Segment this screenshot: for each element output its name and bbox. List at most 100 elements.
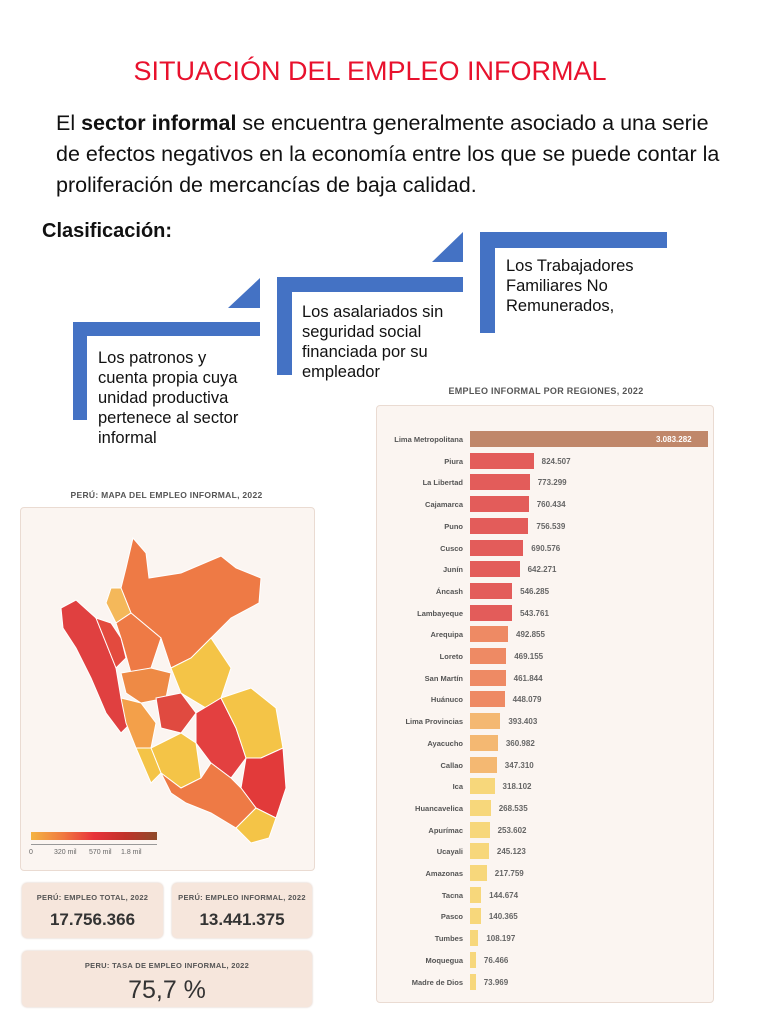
kpi-total-employment: PERÚ: EMPLEO TOTAL, 2022 17.756.366 — [22, 883, 163, 938]
intro-prefix: El — [56, 111, 82, 135]
step-2-arrow — [432, 232, 463, 262]
bar-value: 318.102 — [502, 782, 532, 792]
region-amazonas — [105, 587, 132, 624]
bar-value: 824.507 — [541, 456, 571, 466]
bar — [470, 713, 501, 730]
map-title: PERÚ: MAPA DEL EMPLEO INFORMAL, 2022 — [70, 490, 263, 500]
bar-label: Lambayeque — [417, 608, 463, 618]
bar — [470, 951, 476, 968]
kpi-label: PERÚ: EMPLEO TOTAL, 2022 — [36, 893, 149, 902]
region-cajamarca — [95, 617, 127, 669]
bar — [470, 474, 530, 491]
bar — [470, 539, 524, 556]
bar-label: La Libertad — [422, 478, 463, 488]
region-lima — [120, 697, 157, 749]
kpi-informal-employment: PERÚ: EMPLEO INFORMAL, 2022 13.441.375 — [172, 883, 312, 938]
step-2-side-bar — [277, 277, 292, 375]
bar-value: 690.576 — [531, 543, 561, 553]
bar — [470, 756, 497, 773]
bar-label: Cusco — [440, 543, 463, 553]
bar — [470, 778, 495, 795]
bar-label: Madre de Dios — [411, 977, 463, 987]
region-south — [235, 807, 277, 844]
chart-panel — [376, 405, 714, 1003]
bar-label: Ucayali — [436, 847, 463, 857]
bar-value: 546.285 — [520, 586, 550, 596]
bar — [470, 843, 489, 860]
bar — [470, 582, 513, 599]
legend-tick: 0 — [29, 849, 33, 856]
bar — [470, 821, 490, 838]
bar-value: 492.855 — [516, 630, 545, 640]
region-junin — [155, 692, 197, 734]
bar-label: Piura — [444, 456, 463, 466]
bar-value: 245.123 — [496, 847, 526, 857]
bar-label: Huancavelica — [415, 803, 463, 813]
step-3-text: Los Trabajadores Familiares No Remunerad… — [506, 257, 634, 315]
step-2-text: Los asalariados sin seguridad social fin… — [302, 303, 444, 381]
bar-label: Tacna — [441, 890, 463, 900]
step-1-text: Los patronos y cuenta propia cuya unidad… — [98, 349, 239, 447]
bar-value: 760.434 — [536, 500, 566, 510]
bar-label: Loreto — [439, 652, 463, 661]
kpi-value: 13.441.375 — [199, 910, 285, 929]
bar-value: 469.155 — [514, 652, 544, 661]
bar-value: 543.761 — [519, 608, 549, 618]
bar-label: Tumbes — [434, 934, 463, 944]
bar-value: 448.079 — [512, 695, 542, 705]
bar — [470, 452, 534, 469]
bar — [470, 496, 529, 513]
bar-value: 217.759 — [494, 869, 524, 878]
classification-heading: Clasificación: — [42, 220, 173, 242]
kpi-label: PERÚ: EMPLEO INFORMAL, 2022 — [178, 893, 306, 902]
kpi-label: PERU: TASA DE EMPLEO INFORMAL, 2022 — [84, 961, 250, 970]
bar-value: 642.271 — [527, 565, 557, 575]
kpi-value: 75,7 % — [128, 976, 206, 1004]
bar — [470, 734, 498, 751]
step-3-top-bar — [480, 232, 667, 248]
kpi-value: 17.756.366 — [49, 910, 136, 929]
bar — [470, 517, 529, 534]
chart-title: EMPLEO INFORMAL POR REGIONES, 2022 — [448, 386, 644, 396]
bar-value: 268.535 — [498, 803, 528, 813]
bar-value: 773.299 — [537, 478, 567, 488]
bar-label: Lima Provincias — [405, 717, 463, 727]
bar-value: 393.403 — [508, 717, 538, 727]
map-panel: 0 320 mil 570 mil 1.8 mil — [20, 507, 315, 871]
peru-map — [60, 536, 287, 844]
bar-label: Moquegua — [425, 955, 464, 965]
bar-label: San Martín — [424, 673, 463, 683]
step-1-side-bar — [73, 322, 87, 420]
bar — [470, 908, 481, 925]
bar-value: 144.674 — [489, 890, 519, 900]
bar-label: Lima Metropolitana — [394, 435, 463, 444]
bar-label: Amazonas — [425, 869, 463, 878]
intro-paragraph: El sector informal se encuentra generalm… — [56, 108, 736, 201]
bar-value: 108.197 — [486, 934, 516, 944]
bar-label: Ayacucho — [427, 738, 463, 748]
bar-value: 140.365 — [488, 912, 518, 922]
bar — [470, 604, 512, 621]
bar-label: Puno — [444, 521, 463, 531]
page-title: SITUACIÓN DEL EMPLEO INFORMAL — [133, 56, 607, 86]
region-arequipa — [160, 762, 257, 829]
step-2-top-bar — [277, 277, 463, 292]
bar — [470, 561, 520, 578]
bar-value: 461.844 — [513, 673, 543, 683]
bar-label: Huánuco — [430, 695, 463, 705]
region-ayacucho — [150, 732, 202, 789]
step-3-side-bar — [480, 232, 495, 333]
bar-value: 347.310 — [504, 760, 534, 770]
bar-label: Áncash — [435, 586, 463, 596]
region-ucayali — [170, 637, 232, 709]
intro-rest: se encuentra generalmente asociado a una… — [56, 111, 720, 197]
bar-label: Apurímac — [428, 825, 463, 835]
bar — [470, 799, 491, 816]
bar-value: 73.969 — [483, 977, 509, 987]
bar — [470, 648, 507, 664]
bar-label: Ica — [452, 782, 463, 792]
bar-value: 76.466 — [483, 955, 509, 965]
kpi-informal-rate: PERU: TASA DE EMPLEO INFORMAL, 2022 75,7… — [22, 951, 312, 1007]
bar-value: 756.539 — [536, 521, 566, 531]
